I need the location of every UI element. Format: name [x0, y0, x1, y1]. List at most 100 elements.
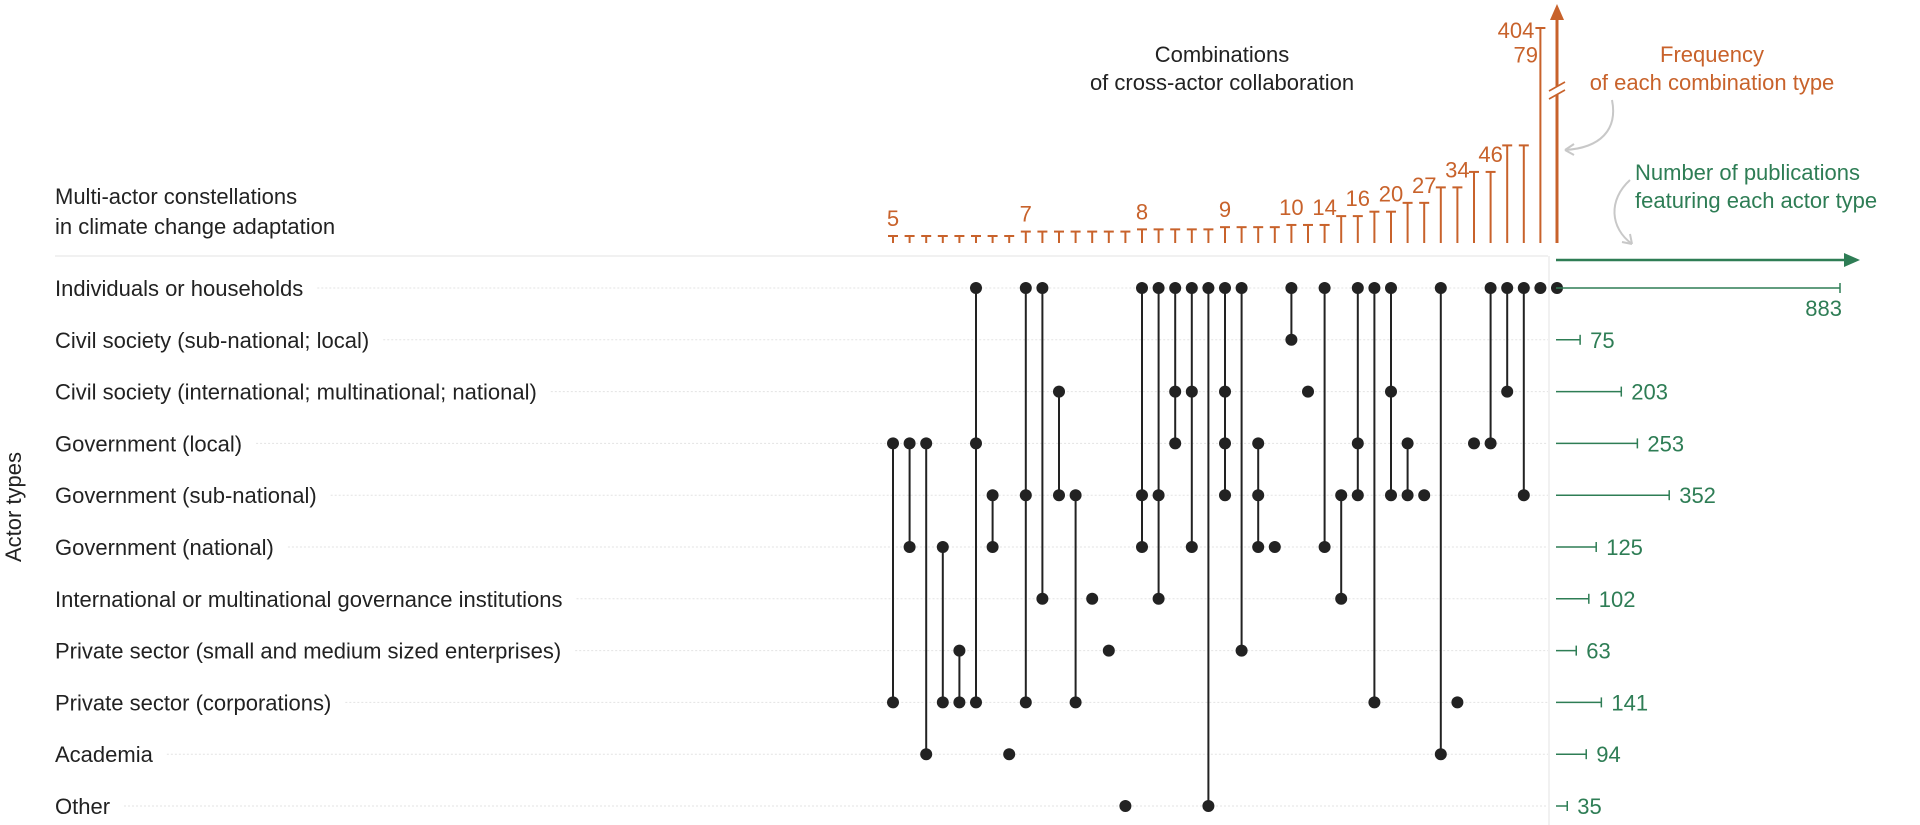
actor-type-label: Civil society (international; multinatio…	[55, 380, 537, 405]
publication-value-label: 141	[1611, 690, 1648, 715]
combination-dot	[1351, 437, 1364, 450]
actor-type-label: Government (local)	[55, 431, 242, 456]
combination-dot	[1385, 385, 1397, 398]
actor-type-label: Academia	[55, 742, 154, 767]
publications-label-line-2: featuring each actor type	[1635, 188, 1877, 213]
combination-dot	[1019, 282, 1032, 294]
frequency-value-label: 14	[1312, 195, 1336, 220]
frequency-value-label: 8	[1136, 199, 1148, 224]
publication-value-label: 125	[1606, 535, 1643, 560]
combination-dot	[1302, 385, 1314, 398]
combination-dot	[1169, 437, 1182, 450]
combination-dot	[1252, 437, 1265, 450]
combination-dot	[1484, 282, 1497, 294]
publications-axis-arrowhead	[1844, 253, 1860, 267]
actor-type-label: Government (national)	[55, 535, 274, 560]
axis-break-mark	[1548, 81, 1566, 92]
combination-dot	[1534, 282, 1547, 294]
combination-dot	[1517, 489, 1530, 502]
combination-matrix	[887, 282, 1563, 812]
combination-dot	[1003, 748, 1016, 761]
frequency-value-label: 404	[1498, 18, 1535, 43]
publication-value-label: 352	[1679, 483, 1716, 508]
combination-dot	[986, 489, 999, 502]
frequency-value-label: 9	[1219, 197, 1231, 222]
combination-dot	[1335, 592, 1348, 605]
combination-dot	[1517, 282, 1530, 294]
combination-dot	[1086, 592, 1099, 605]
combination-dot	[920, 748, 933, 761]
combination-dot	[1285, 282, 1298, 294]
actor-type-labels: Individuals or households Civil society (…	[55, 276, 563, 819]
combination-dot	[1451, 696, 1464, 709]
combination-dot	[887, 696, 899, 709]
combination-dot	[1401, 437, 1414, 450]
combination-dot	[1219, 489, 1231, 502]
combination-dot	[1219, 282, 1231, 294]
combination-dot	[1434, 748, 1447, 761]
combination-dot	[1351, 489, 1364, 502]
frequency-label-line-1: Frequency	[1660, 42, 1764, 67]
combination-dot	[1136, 489, 1148, 502]
combination-dot	[1285, 333, 1298, 346]
actor-type-label: Civil society (sub-national; local)	[55, 328, 369, 353]
combination-dot	[1069, 696, 1082, 709]
combination-dot	[1053, 385, 1065, 398]
combination-dot	[1136, 282, 1148, 294]
combination-dot	[1169, 282, 1182, 294]
publications-pointer-arrow	[1613, 179, 1633, 245]
chart-title-line-2: in climate change adaptation	[55, 214, 335, 239]
combination-dot	[1136, 541, 1148, 553]
chart-title-line-1: Multi-actor constellations	[55, 184, 297, 209]
frequency-pointer-arrow	[1564, 99, 1615, 151]
combination-dot	[1119, 800, 1132, 812]
publication-bars: 883 75 203 253 352 125 102 63 141 94 35	[1556, 253, 1860, 819]
frequency-label-line-2: of each combination type	[1590, 70, 1835, 95]
frequency-value-label: 20	[1379, 182, 1403, 207]
frequency-value-label: 34	[1445, 157, 1469, 182]
combination-dot	[970, 282, 982, 294]
combination-dot	[1351, 282, 1364, 294]
publication-value-label: 75	[1590, 328, 1614, 353]
combination-dot	[1019, 696, 1032, 709]
combination-dot	[1385, 282, 1397, 294]
frequency-value-label: 7	[1020, 202, 1032, 227]
frequency-value-label: 27	[1412, 173, 1436, 198]
combination-dot	[1036, 282, 1049, 294]
combination-dot	[1235, 644, 1248, 657]
combination-dot	[1036, 592, 1049, 605]
actor-type-label: Government (sub-national)	[55, 483, 317, 508]
combination-dot	[1185, 541, 1198, 553]
actor-type-label: Private sector (small and medium sized e…	[55, 639, 561, 664]
publication-value-label: 102	[1599, 587, 1636, 612]
combination-dot	[1501, 385, 1514, 398]
combination-dot	[1368, 696, 1381, 709]
combinations-label-line-2: of cross-actor collaboration	[1090, 70, 1354, 95]
frequency-value-label: 79	[1514, 42, 1538, 67]
annotation-arrows	[1564, 99, 1633, 245]
combination-dot	[970, 437, 982, 450]
combination-dot	[1268, 541, 1281, 553]
combination-dot	[1418, 489, 1431, 502]
combination-dot	[1202, 800, 1215, 812]
combination-dot	[887, 437, 899, 450]
combination-dot	[1318, 541, 1331, 553]
frequency-value-label: 5	[887, 206, 899, 231]
combination-dot	[936, 541, 949, 553]
combination-dot	[1152, 489, 1165, 502]
publication-value-label: 883	[1805, 296, 1842, 321]
publication-value-label: 63	[1586, 639, 1610, 664]
frequency-value-label: 46	[1478, 142, 1502, 167]
combination-dot	[1019, 489, 1032, 502]
combination-dot	[903, 541, 916, 553]
combination-dot	[1169, 385, 1182, 398]
frequency-value-label: 10	[1279, 195, 1303, 220]
combination-dot	[1335, 489, 1348, 502]
combination-dot	[1385, 489, 1397, 502]
combination-dot	[1252, 541, 1265, 553]
publications-label-line-1: Number of publications	[1635, 160, 1860, 185]
combination-dot	[1185, 385, 1198, 398]
combination-dot	[1484, 437, 1497, 450]
combination-dot	[1368, 282, 1381, 294]
